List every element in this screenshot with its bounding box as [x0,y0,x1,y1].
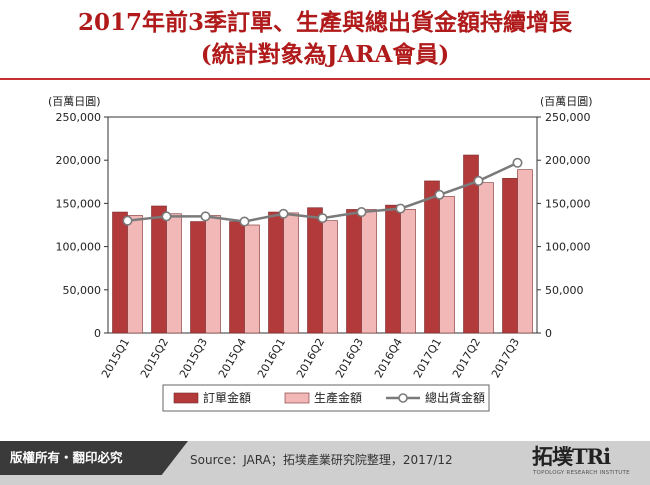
legend-swatch-production [284,392,310,404]
y-right-tick-label: 100,000 [545,241,591,254]
chart-title-line1: 2017年前3季訂單、生產與總出貨金額持續增長 [77,9,573,36]
legend-swatch-orders [173,392,199,404]
bar-orders [346,209,362,334]
logo-subtitle: TOPOLOGY RESEARCH INSTITUTE [533,470,630,476]
bar-production [322,220,338,334]
x-tick-label: 2015Q4 [216,336,249,380]
point-total-shipment [512,157,523,168]
bar-orders [424,180,440,334]
bar-orders [190,221,206,334]
x-tick-label: 2017Q3 [489,336,522,380]
y-left-tick-label: 150,000 [56,197,102,210]
x-tick-label: 2015Q3 [177,336,210,380]
point-total-shipment [317,213,328,224]
bar-production [283,212,299,334]
y-right-tick-label: 200,000 [545,154,591,167]
point-total-shipment [161,211,172,222]
bar-production [478,182,494,334]
bar-orders [112,211,128,334]
y-left-tick-label: 50,000 [63,284,102,297]
footer-rights-panel [0,441,188,475]
y-left-tick-label: 200,000 [56,154,102,167]
topology-logo: 拓墣TRi TOPOLOGY RESEARCH INSTITUTE [532,444,644,482]
legend-marker-total-shipment [398,393,408,403]
x-tick-label: 2016Q1 [255,336,288,380]
bar-production [205,215,221,334]
y-right-tick-label: 150,000 [545,197,591,210]
point-total-shipment [239,216,250,227]
point-total-shipment [473,175,484,186]
bar-production [400,209,416,334]
bar-production [517,169,533,334]
x-tick-label: 2016Q2 [294,336,327,380]
source-note: Source：JARA；拓墣產業研究院整理，2017/12 [190,453,453,467]
bar-production [361,209,377,334]
chart: (百萬日圓) (百萬日圓) 0 50,000 100,000 150,000 200,000… [48,95,593,412]
legend [162,384,490,412]
point-total-shipment [434,189,445,200]
bar-orders [502,178,518,334]
copyright-notice: 版權所有・翻印必究 [10,450,123,465]
y-axis-left-label: (百萬日圓) [48,95,101,108]
y-right-tick-label: 50,000 [545,284,584,297]
bar-orders [151,205,167,334]
point-total-shipment [395,203,406,214]
y-left-tick-label: 250,000 [56,111,102,124]
point-total-shipment [278,208,289,219]
bar-orders [385,204,401,334]
point-total-shipment [356,207,367,218]
y-axis-right-label: (百萬日圓) [540,95,593,108]
bar-orders [307,207,323,334]
y-right-tick-label: 0 [545,327,552,340]
bar-orders [268,211,284,334]
x-tick-label: 2017Q2 [450,336,483,380]
bar-production [166,213,182,334]
title-divider [0,78,650,80]
legend-label: 總出貨金額 [425,390,485,405]
bar-orders [229,221,245,334]
legend-label: 訂單金額 [203,390,251,405]
point-total-shipment [200,211,211,222]
x-tick-label: 2016Q3 [333,336,366,380]
bar-production [244,224,260,334]
bar-production [127,215,143,334]
x-tick-label: 2015Q2 [138,336,171,380]
bar-production [439,196,455,334]
x-tick-label: 2017Q1 [411,336,444,380]
y-right-tick-label: 250,000 [545,111,591,124]
y-left-tick-label: 100,000 [56,241,102,254]
logo-wordmark: 拓墣TRi [532,444,611,469]
y-left-tick-label: 0 [94,327,101,340]
chart-title-line2: (統計對象為JARA會員) [200,41,450,68]
x-tick-label: 2016Q4 [372,336,405,380]
legend-label: 生產金額 [314,390,362,405]
x-tick-label: 2015Q1 [99,336,132,380]
point-total-shipment [122,215,133,226]
